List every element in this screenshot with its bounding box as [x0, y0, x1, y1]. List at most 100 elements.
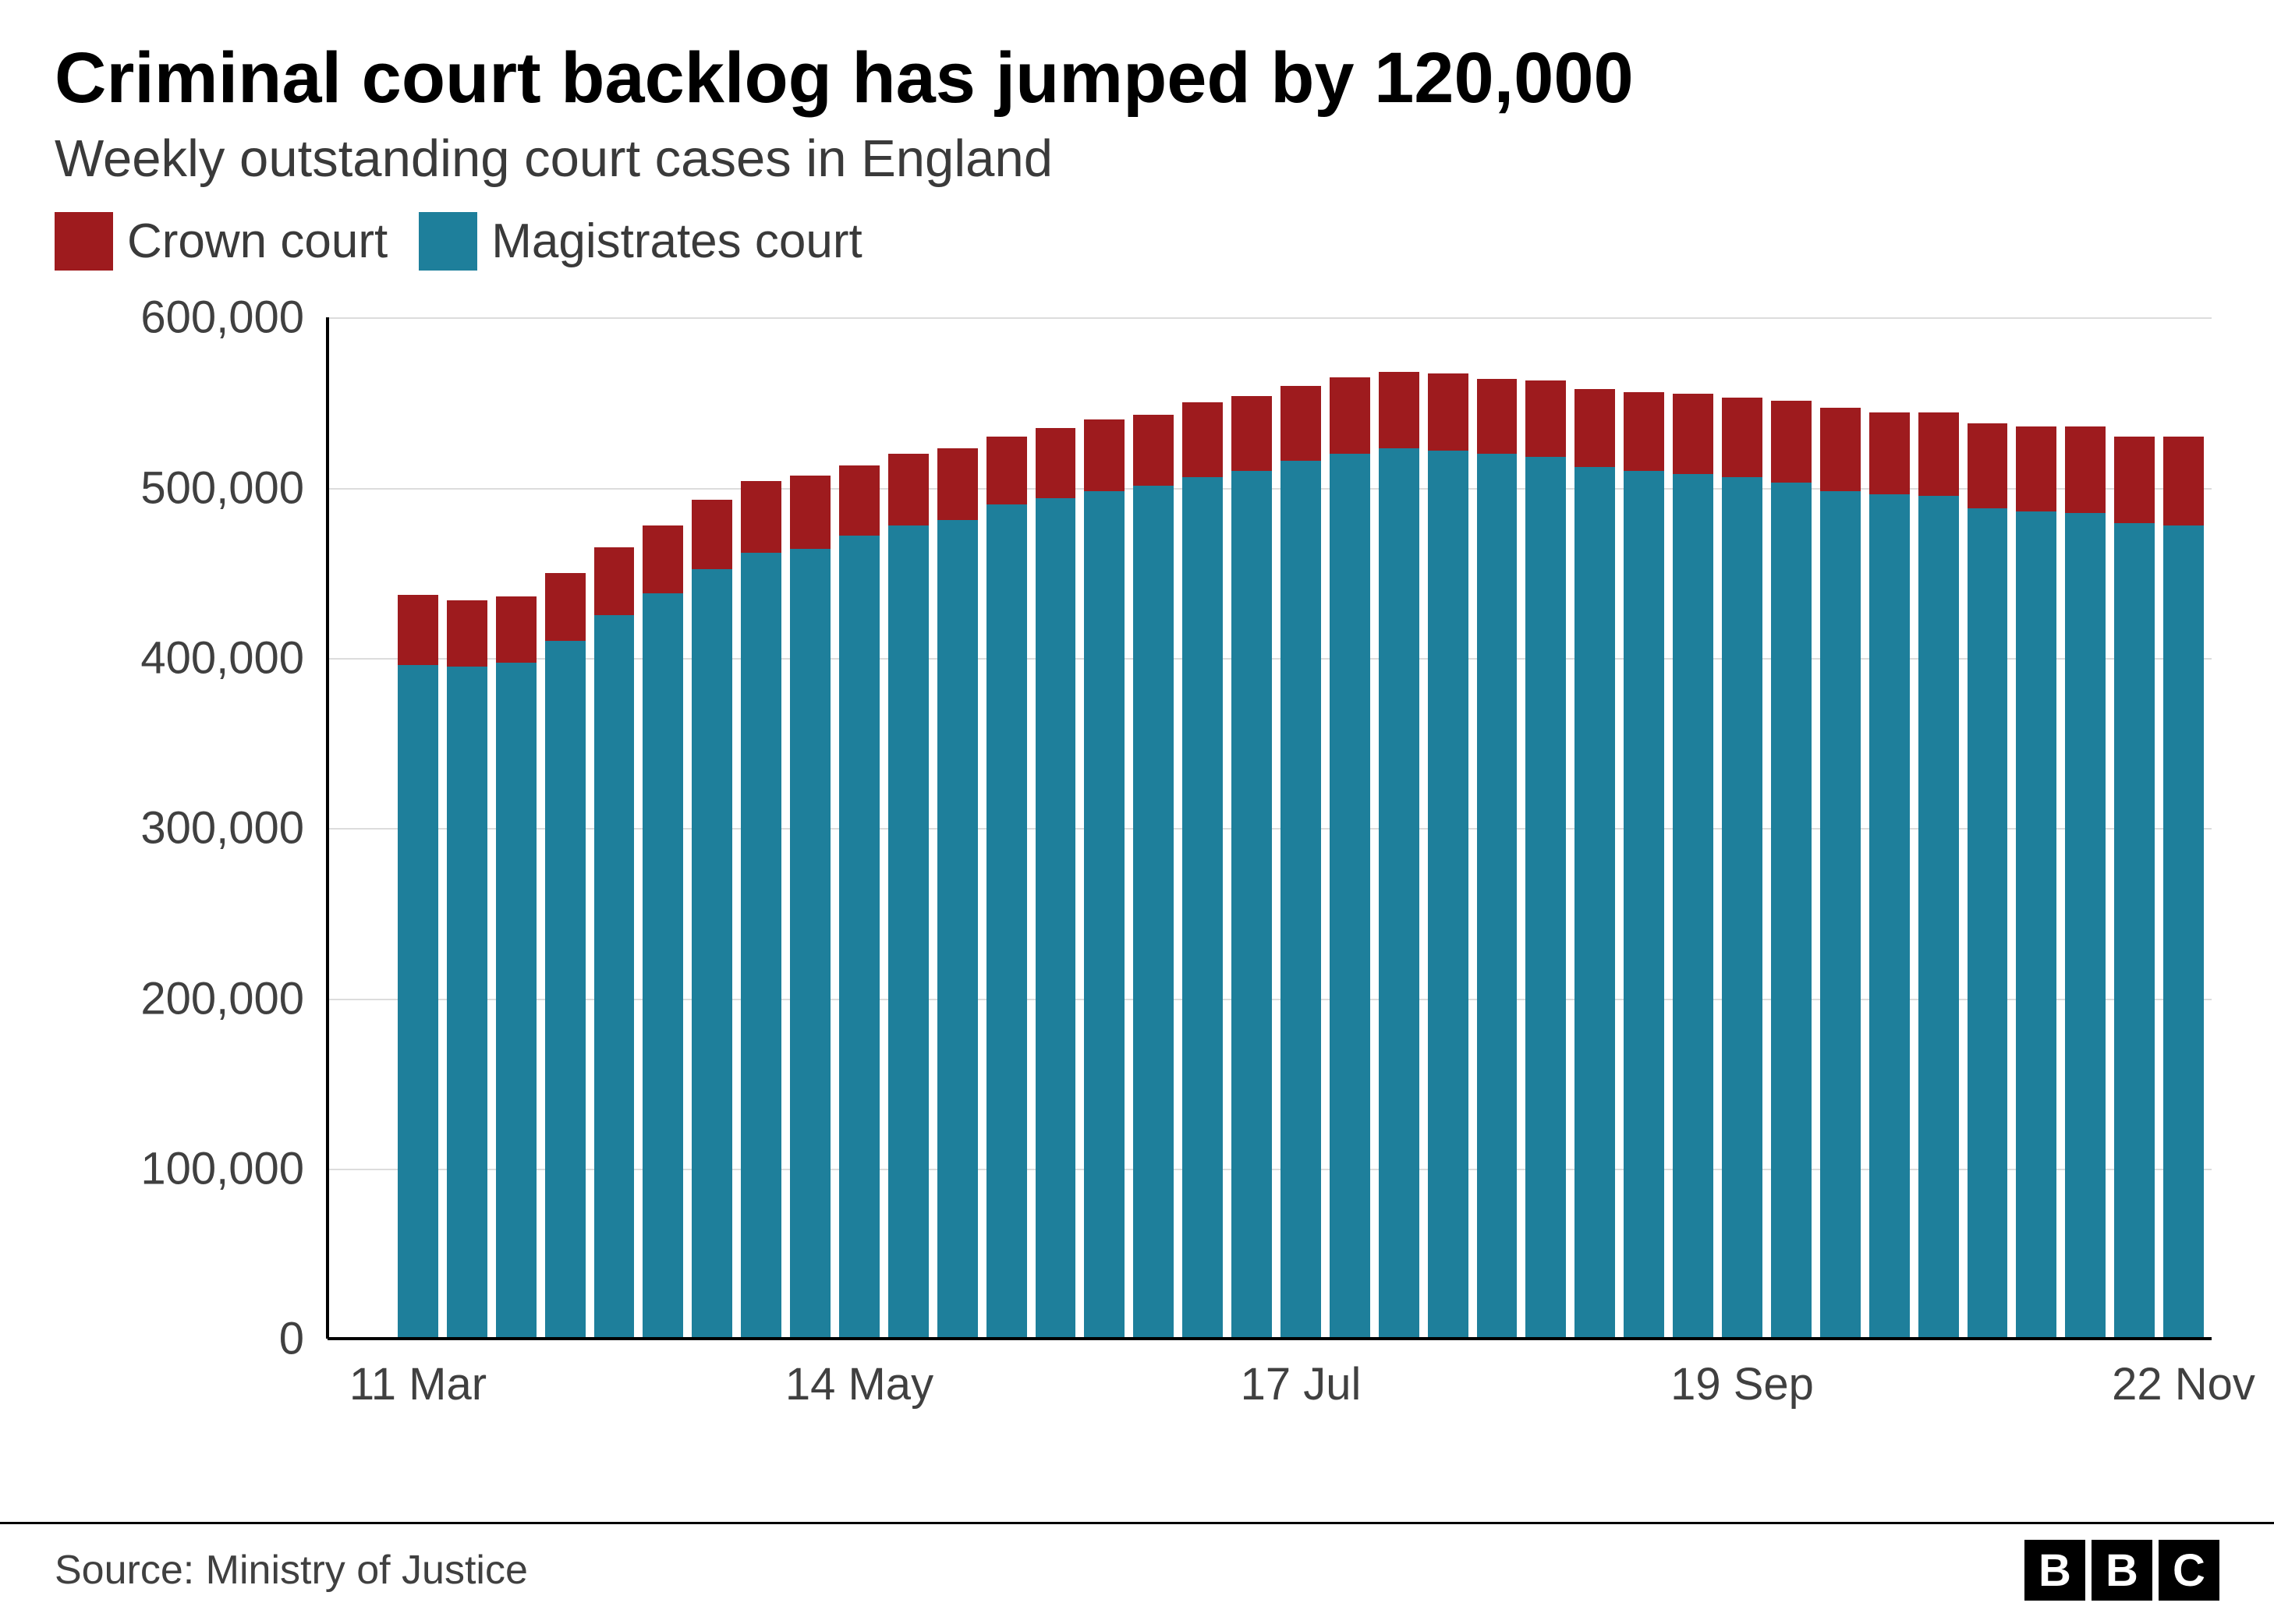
bar-segment-magistrates: [447, 667, 487, 1339]
bar-segment-magistrates: [741, 553, 781, 1339]
bar-segment-crown: [1771, 401, 1812, 483]
x-tick-label: 22 Nov: [2112, 1358, 2255, 1410]
bar-segment-crown: [741, 481, 781, 553]
bar-segment-magistrates: [1036, 498, 1076, 1339]
bar-segment-crown: [986, 437, 1027, 504]
y-axis: 0100,000200,000300,000400,000500,000600,…: [55, 294, 320, 1432]
bar-segment-crown: [1280, 386, 1321, 461]
bar: [496, 317, 537, 1339]
bar: [545, 317, 586, 1339]
y-axis-line: [326, 317, 329, 1339]
bar-segment-crown: [545, 573, 586, 641]
bar-segment-crown: [1525, 380, 1566, 457]
bar-segment-magistrates: [2163, 525, 2204, 1339]
bar-segment-crown: [1084, 419, 1125, 491]
plot-area: [328, 317, 2212, 1339]
bar-segment-crown: [1918, 412, 1959, 496]
bar: [692, 317, 732, 1339]
bar: [1722, 317, 1762, 1339]
bar: [1330, 317, 1370, 1339]
y-tick-label: 400,000: [55, 632, 304, 684]
bar: [1525, 317, 1566, 1339]
bar-segment-magistrates: [2114, 523, 2155, 1339]
bar-segment-crown: [2163, 437, 2204, 525]
bar-segment-magistrates: [986, 504, 1027, 1339]
bar-segment-crown: [1624, 392, 1664, 470]
x-tick-label: 19 Sep: [1670, 1358, 1814, 1410]
bar-segment-crown: [594, 547, 635, 615]
bar-segment-crown: [1428, 373, 1468, 450]
bar: [790, 317, 831, 1339]
legend-swatch: [55, 212, 113, 271]
bar-segment-magistrates: [1525, 457, 1566, 1339]
bar-segment-magistrates: [1231, 471, 1272, 1339]
x-axis: 11 Mar14 May17 Jul19 Sep22 Nov: [328, 1339, 2212, 1432]
bar-segment-magistrates: [888, 525, 929, 1339]
bar-segment-magistrates: [1722, 477, 1762, 1339]
bar: [1133, 317, 1174, 1339]
footer: Source: Ministry of Justice BBC: [0, 1522, 2274, 1624]
bar-segment-crown: [1330, 377, 1370, 454]
bar: [447, 317, 487, 1339]
bar-segment-crown: [1722, 398, 1762, 478]
logo-letter: B: [2024, 1540, 2085, 1601]
legend-label: Crown court: [127, 214, 388, 269]
bar-segment-crown: [1231, 396, 1272, 471]
bar-segment-crown: [1820, 408, 1861, 491]
bars: [328, 317, 2212, 1339]
bar: [2016, 317, 2056, 1339]
bar-segment-magistrates: [398, 665, 438, 1339]
bar-segment-crown: [1477, 379, 1518, 454]
bar: [594, 317, 635, 1339]
bar-segment-magistrates: [1968, 508, 2008, 1339]
bar-segment-magistrates: [496, 663, 537, 1339]
bar-segment-magistrates: [1918, 496, 1959, 1339]
bar-segment-magistrates: [790, 549, 831, 1339]
bar: [937, 317, 978, 1339]
bar-segment-magistrates: [1771, 483, 1812, 1339]
bar: [1869, 317, 1910, 1339]
bar-segment-crown: [937, 448, 978, 520]
bar-segment-crown: [1036, 428, 1076, 498]
chart-title: Criminal court backlog has jumped by 120…: [55, 39, 2219, 118]
bar-segment-magistrates: [1379, 448, 1419, 1339]
source-text: Source: Ministry of Justice: [55, 1547, 528, 1594]
bar-segment-magistrates: [1624, 471, 1664, 1339]
bar-segment-magistrates: [2016, 511, 2056, 1339]
bar-segment-magistrates: [1820, 491, 1861, 1339]
bar-segment-crown: [1182, 402, 1223, 477]
bar-segment-magistrates: [594, 615, 635, 1339]
bar: [741, 317, 781, 1339]
bar-segment-magistrates: [1477, 454, 1518, 1339]
y-tick-label: 200,000: [55, 972, 304, 1024]
bar-segment-magistrates: [545, 641, 586, 1339]
y-tick-label: 500,000: [55, 462, 304, 514]
logo-letter: B: [2092, 1540, 2152, 1601]
x-tick-label: 14 May: [785, 1358, 933, 1410]
bar-segment-crown: [839, 465, 880, 536]
bar: [1379, 317, 1419, 1339]
bar-segment-magistrates: [1280, 461, 1321, 1339]
bar-segment-crown: [1574, 389, 1615, 467]
y-tick-label: 0: [55, 1313, 304, 1365]
bar: [986, 317, 1027, 1339]
chart-subtitle: Weekly outstanding court cases in Englan…: [55, 129, 2219, 189]
bar: [398, 317, 438, 1339]
bar-segment-magistrates: [2065, 513, 2106, 1339]
bar-segment-crown: [1379, 372, 1419, 448]
bar-segment-crown: [643, 525, 683, 593]
bar: [1574, 317, 1615, 1339]
bar-segment-crown: [1968, 423, 2008, 508]
legend-item: Magistrates court: [419, 212, 862, 271]
bar: [1428, 317, 1468, 1339]
bar-segment-magistrates: [1084, 491, 1125, 1339]
bar: [1231, 317, 1272, 1339]
bar: [1182, 317, 1223, 1339]
bar: [1918, 317, 1959, 1339]
bar-segment-crown: [447, 600, 487, 667]
bar-segment-crown: [2114, 437, 2155, 523]
bar-segment-crown: [692, 500, 732, 570]
bar: [1820, 317, 1861, 1339]
y-tick-label: 600,000: [55, 292, 304, 344]
legend-item: Crown court: [55, 212, 388, 271]
